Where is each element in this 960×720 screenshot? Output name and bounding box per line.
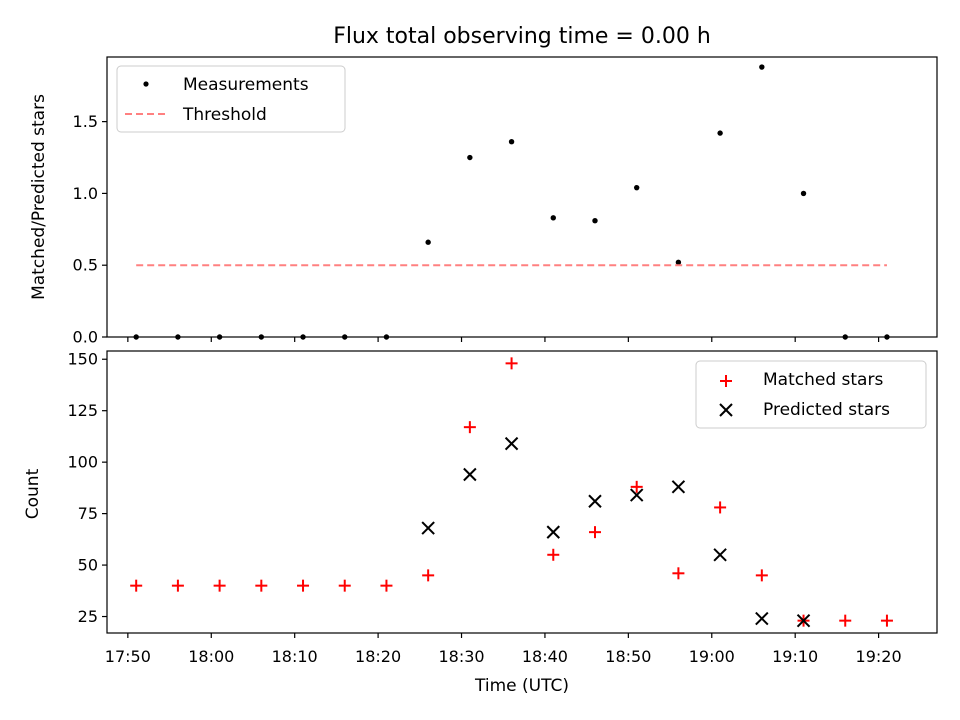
bottom-y-tick-label: 125 [67,401,98,420]
matched-stars-point [422,569,435,582]
predicted-stars-point [463,467,477,482]
bottom-panel: Count Time (UTC) Matched stars Predicted… [23,350,938,696]
predicted-legend-label: Predicted stars [763,400,890,420]
bottom-legend-box [695,360,927,429]
bottom-axes-frame [106,350,938,634]
x-tick-label: 18:30 [438,647,484,666]
predicted-stars-point [629,488,644,502]
top-y-axis-label: Matched/Predicted stars [29,94,49,300]
measurements-point [425,239,431,245]
measurements-point [592,217,598,224]
bottom-y-tick-label: 100 [67,453,98,472]
measurements-point [467,154,473,161]
bottom-legend: Matched stars Predicted stars [695,360,927,429]
top-y-tick-label: 0.0 [73,328,98,347]
measurements-legend-label: Measurements [183,75,309,95]
predicted-legend-marker [719,403,733,417]
threshold-legend-label: Threshold [182,105,267,125]
measurements-point [675,259,682,266]
measurements-point [717,130,723,136]
matched-stars-point [672,567,685,580]
top-panel: Matched/Predicted stars Measurements Thr… [29,56,938,347]
top-legend: Measurements Threshold [116,65,346,133]
matched-legend-label: Matched stars [763,370,883,390]
x-tick-label: 19:20 [856,647,902,666]
x-tick-label: 18:00 [188,647,234,666]
matched-stars-point [547,548,560,561]
bottom-y-tick-label: 25 [78,607,98,626]
measurements-point [508,139,515,145]
measurements-point [759,64,765,70]
top-plot-area [133,64,890,340]
predicted-stars-point [713,548,727,562]
bottom-y-tick-label: 50 [78,556,98,575]
x-tick-label: 18:10 [272,647,318,666]
predicted-stars-point [504,436,519,451]
measurements-point [633,184,640,191]
x-tick-label: 17:50 [105,647,151,666]
predicted-stars-point [421,521,435,535]
x-tick-label: 18:40 [522,647,568,666]
predicted-stars-point [588,494,602,508]
bottom-y-axis-label: Count [23,468,43,519]
matched-stars-point [714,501,727,514]
bottom-y-tick-label: 150 [67,350,98,369]
matched-stars-point [880,614,893,627]
top-axes-frame [106,56,938,338]
predicted-stars-point [546,525,560,539]
measurements-legend-marker [143,81,149,87]
predicted-stars-point [671,480,686,494]
top-y-tick-label: 1.5 [73,112,98,131]
matched-stars-point [380,579,393,592]
matched-stars-point [463,421,476,434]
matched-stars-point [297,579,310,592]
bottom-plot-area [130,357,893,628]
matched-stars-point [839,614,852,627]
predicted-stars-point [755,611,769,626]
predicted-stars-point [796,613,811,628]
matched-stars-point [130,579,143,592]
matched-legend-marker [720,375,732,387]
matched-stars-point [630,480,643,493]
x-tick-label: 19:10 [772,647,818,666]
matched-stars-point [338,579,351,592]
measurements-point [550,215,556,221]
matched-stars-point [255,579,268,592]
matched-stars-point [505,357,518,370]
measurements-point [800,190,807,197]
x-axis-label: Time (UTC) [474,676,569,696]
matched-stars-point [755,569,768,582]
matched-stars-point [171,579,184,592]
bottom-y-tick-label: 75 [78,504,98,523]
matched-stars-point [588,526,601,539]
top-legend-box [116,65,346,133]
x-tick-label: 18:20 [355,647,401,666]
matched-stars-point [213,579,226,592]
x-tick-label: 18:50 [605,647,651,666]
top-y-tick-label: 0.5 [73,256,98,275]
chart-title: Flux total observing time = 0.00 h [333,24,711,49]
top-y-tick-label: 1.0 [73,184,98,203]
x-tick-label: 19:00 [689,647,735,666]
